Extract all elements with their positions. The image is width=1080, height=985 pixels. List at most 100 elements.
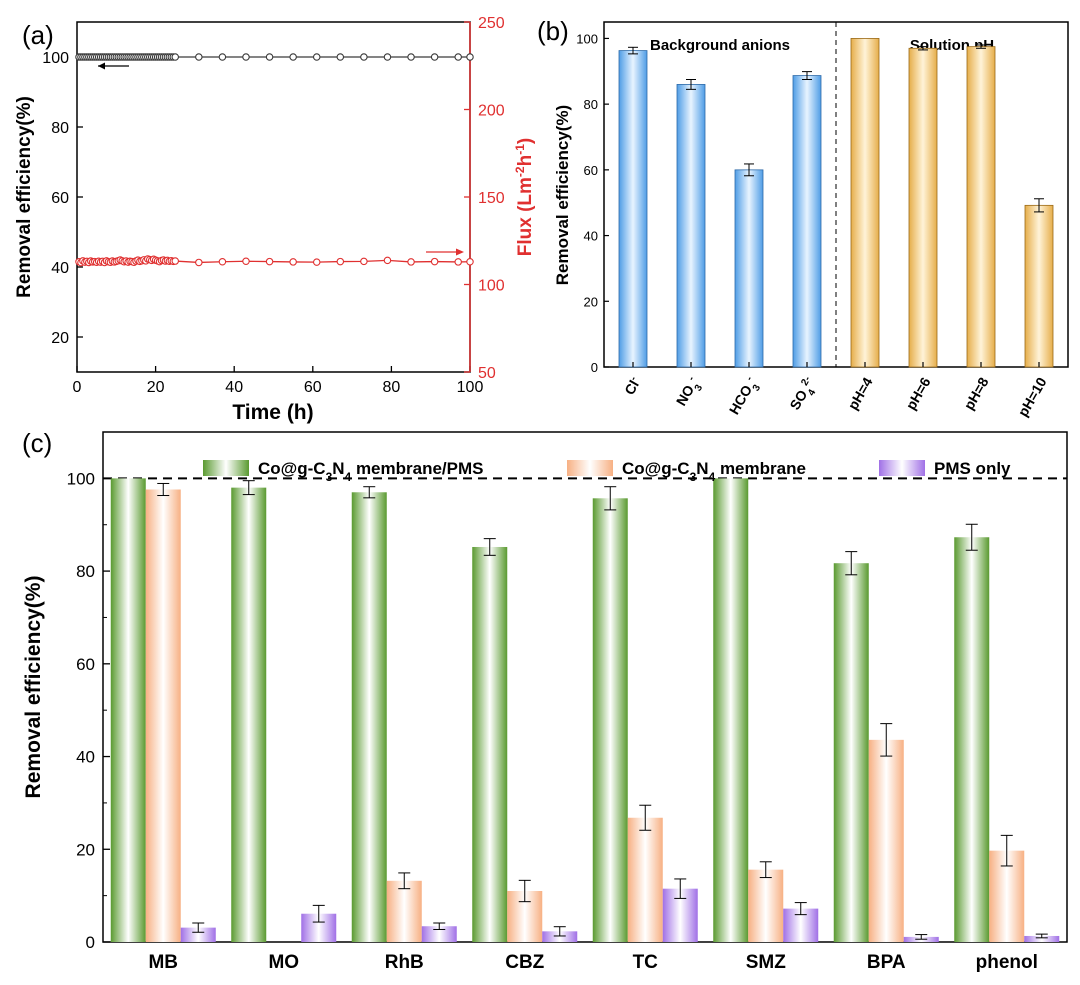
panel-a-y2-axis-title: Flux (Lm-2h-1) xyxy=(513,138,536,256)
b-y-tick-label: 0 xyxy=(591,360,598,375)
panel-b-label: (b) xyxy=(537,16,569,46)
bar-membrane-pms xyxy=(110,478,146,942)
flux-point xyxy=(360,257,368,266)
bar-membrane xyxy=(627,817,663,942)
c-category-label: RhB xyxy=(385,952,424,973)
a-x-tick-label: 0 xyxy=(73,379,82,396)
bar-membrane-pms xyxy=(713,478,749,942)
a-y-tick-label: 80 xyxy=(51,120,69,137)
bar-membrane-pms xyxy=(954,537,990,942)
flux-point xyxy=(265,257,274,266)
removal-point xyxy=(360,53,368,61)
panel-c: (c) 0 20 40 60 80 100 MB MO RhB CBZ TC SMZ BPA phenol… xyxy=(22,428,1068,973)
removal-point xyxy=(171,53,180,61)
bar-membrane-pms xyxy=(472,546,508,942)
legend-label-pms-only: PMS only xyxy=(934,459,1011,478)
panel-b: (b) Background anions Solution pH 020406… xyxy=(537,16,1069,420)
flux-point xyxy=(312,258,321,266)
flux-point xyxy=(466,257,474,266)
bar-membrane-pms xyxy=(592,498,628,942)
flux-point xyxy=(195,258,203,267)
legend-swatch-pms-only xyxy=(879,460,925,476)
c-y-tick-label: 20 xyxy=(76,840,95,859)
c-category-label: CBZ xyxy=(505,952,544,973)
group-label-background-anions: Background anions xyxy=(650,37,790,54)
panel-a: (a) 0 20 40 60 80 100204060801005010015020025… xyxy=(14,15,536,424)
c-category-label: BPA xyxy=(867,952,906,973)
b-category-label: HCO3- xyxy=(725,374,764,420)
a-y2-tick-label: 50 xyxy=(478,365,496,382)
b-bar xyxy=(792,75,822,368)
removal-point xyxy=(336,53,345,61)
flux-point xyxy=(218,257,227,266)
a-y2-tick-label: 250 xyxy=(478,15,505,32)
b-bar xyxy=(966,46,996,368)
a-y2-tick-label: 150 xyxy=(478,190,505,207)
removal-point xyxy=(430,53,439,61)
panel-a-y-axis-title: Removal efficiency(%) xyxy=(14,96,35,298)
flux-point xyxy=(430,257,439,266)
bar-membrane-pms xyxy=(833,563,869,942)
removal-point xyxy=(289,53,297,61)
panel-a-x-axis-title: Time (h) xyxy=(232,401,313,424)
c-category-label: MO xyxy=(268,952,299,973)
flux-axis-arrow xyxy=(426,248,464,256)
removal-point xyxy=(312,53,321,61)
b-y-tick-label: 80 xyxy=(584,97,598,112)
flux-point xyxy=(407,258,415,266)
removal-point xyxy=(454,53,462,61)
bar-pms-only xyxy=(180,927,216,942)
removal-axis-arrow xyxy=(98,62,129,70)
c-y-tick-label: 60 xyxy=(76,655,95,674)
removal-point xyxy=(407,53,415,61)
panel-b-y-axis-title: Removal efficiency(%) xyxy=(553,105,572,285)
flux-point xyxy=(171,257,180,265)
b-bar xyxy=(734,169,764,368)
c-y-tick-label: 100 xyxy=(67,469,95,488)
bar-membrane-pms xyxy=(351,492,387,942)
b-category-label: pH=4 xyxy=(844,374,875,412)
a-y-tick-label: 60 xyxy=(51,190,69,207)
b-category-label: NO3- xyxy=(672,374,706,411)
panel-c-y-axis-title: Removal efficiency(%) xyxy=(22,576,45,799)
legend-label-membrane: Co@g-C3N4 membrane xyxy=(622,459,806,484)
a-y-tick-label: 100 xyxy=(42,50,69,67)
legend-label-membrane-pms: Co@g-C3N4 membrane/PMS xyxy=(258,459,483,484)
b-bar xyxy=(908,47,938,368)
b-bar xyxy=(618,50,648,368)
bar-membrane xyxy=(868,739,904,942)
b-category-label: pH=6 xyxy=(902,374,933,412)
bar-membrane xyxy=(145,489,181,942)
removal-point xyxy=(218,53,227,61)
removal-point xyxy=(466,53,474,61)
c-category-label: SMZ xyxy=(746,952,787,973)
a-y2-tick-label: 100 xyxy=(478,278,505,295)
flux-point xyxy=(289,258,297,266)
b-bar xyxy=(1024,204,1054,368)
a-x-tick-label: 60 xyxy=(304,379,322,396)
removal-point xyxy=(265,53,274,61)
bar-membrane xyxy=(748,869,784,942)
bar-membrane-pms xyxy=(231,487,267,942)
panel-a-label: (a) xyxy=(22,20,54,50)
b-category-label: pH=10 xyxy=(1015,374,1050,419)
c-y-tick-label: 0 xyxy=(86,933,95,952)
b-bar xyxy=(850,38,880,368)
a-x-tick-label: 40 xyxy=(225,379,243,396)
removal-point xyxy=(383,53,392,61)
c-y-tick-label: 80 xyxy=(76,562,95,581)
bar-pms-only xyxy=(421,926,457,942)
flux-point xyxy=(454,258,462,266)
bar-membrane xyxy=(386,880,422,942)
legend-swatch-membrane-pms xyxy=(203,460,249,476)
b-category-label: Cl- xyxy=(621,374,644,397)
bar-pms-only xyxy=(542,931,578,942)
panel-a-frame xyxy=(76,21,471,373)
panel-c-frame xyxy=(102,431,1068,943)
a-x-tick-label: 80 xyxy=(383,379,401,396)
a-y-tick-label: 20 xyxy=(51,330,69,347)
b-category-label: SO42- xyxy=(786,374,822,415)
removal-point xyxy=(242,53,250,61)
b-y-tick-label: 60 xyxy=(584,163,598,178)
